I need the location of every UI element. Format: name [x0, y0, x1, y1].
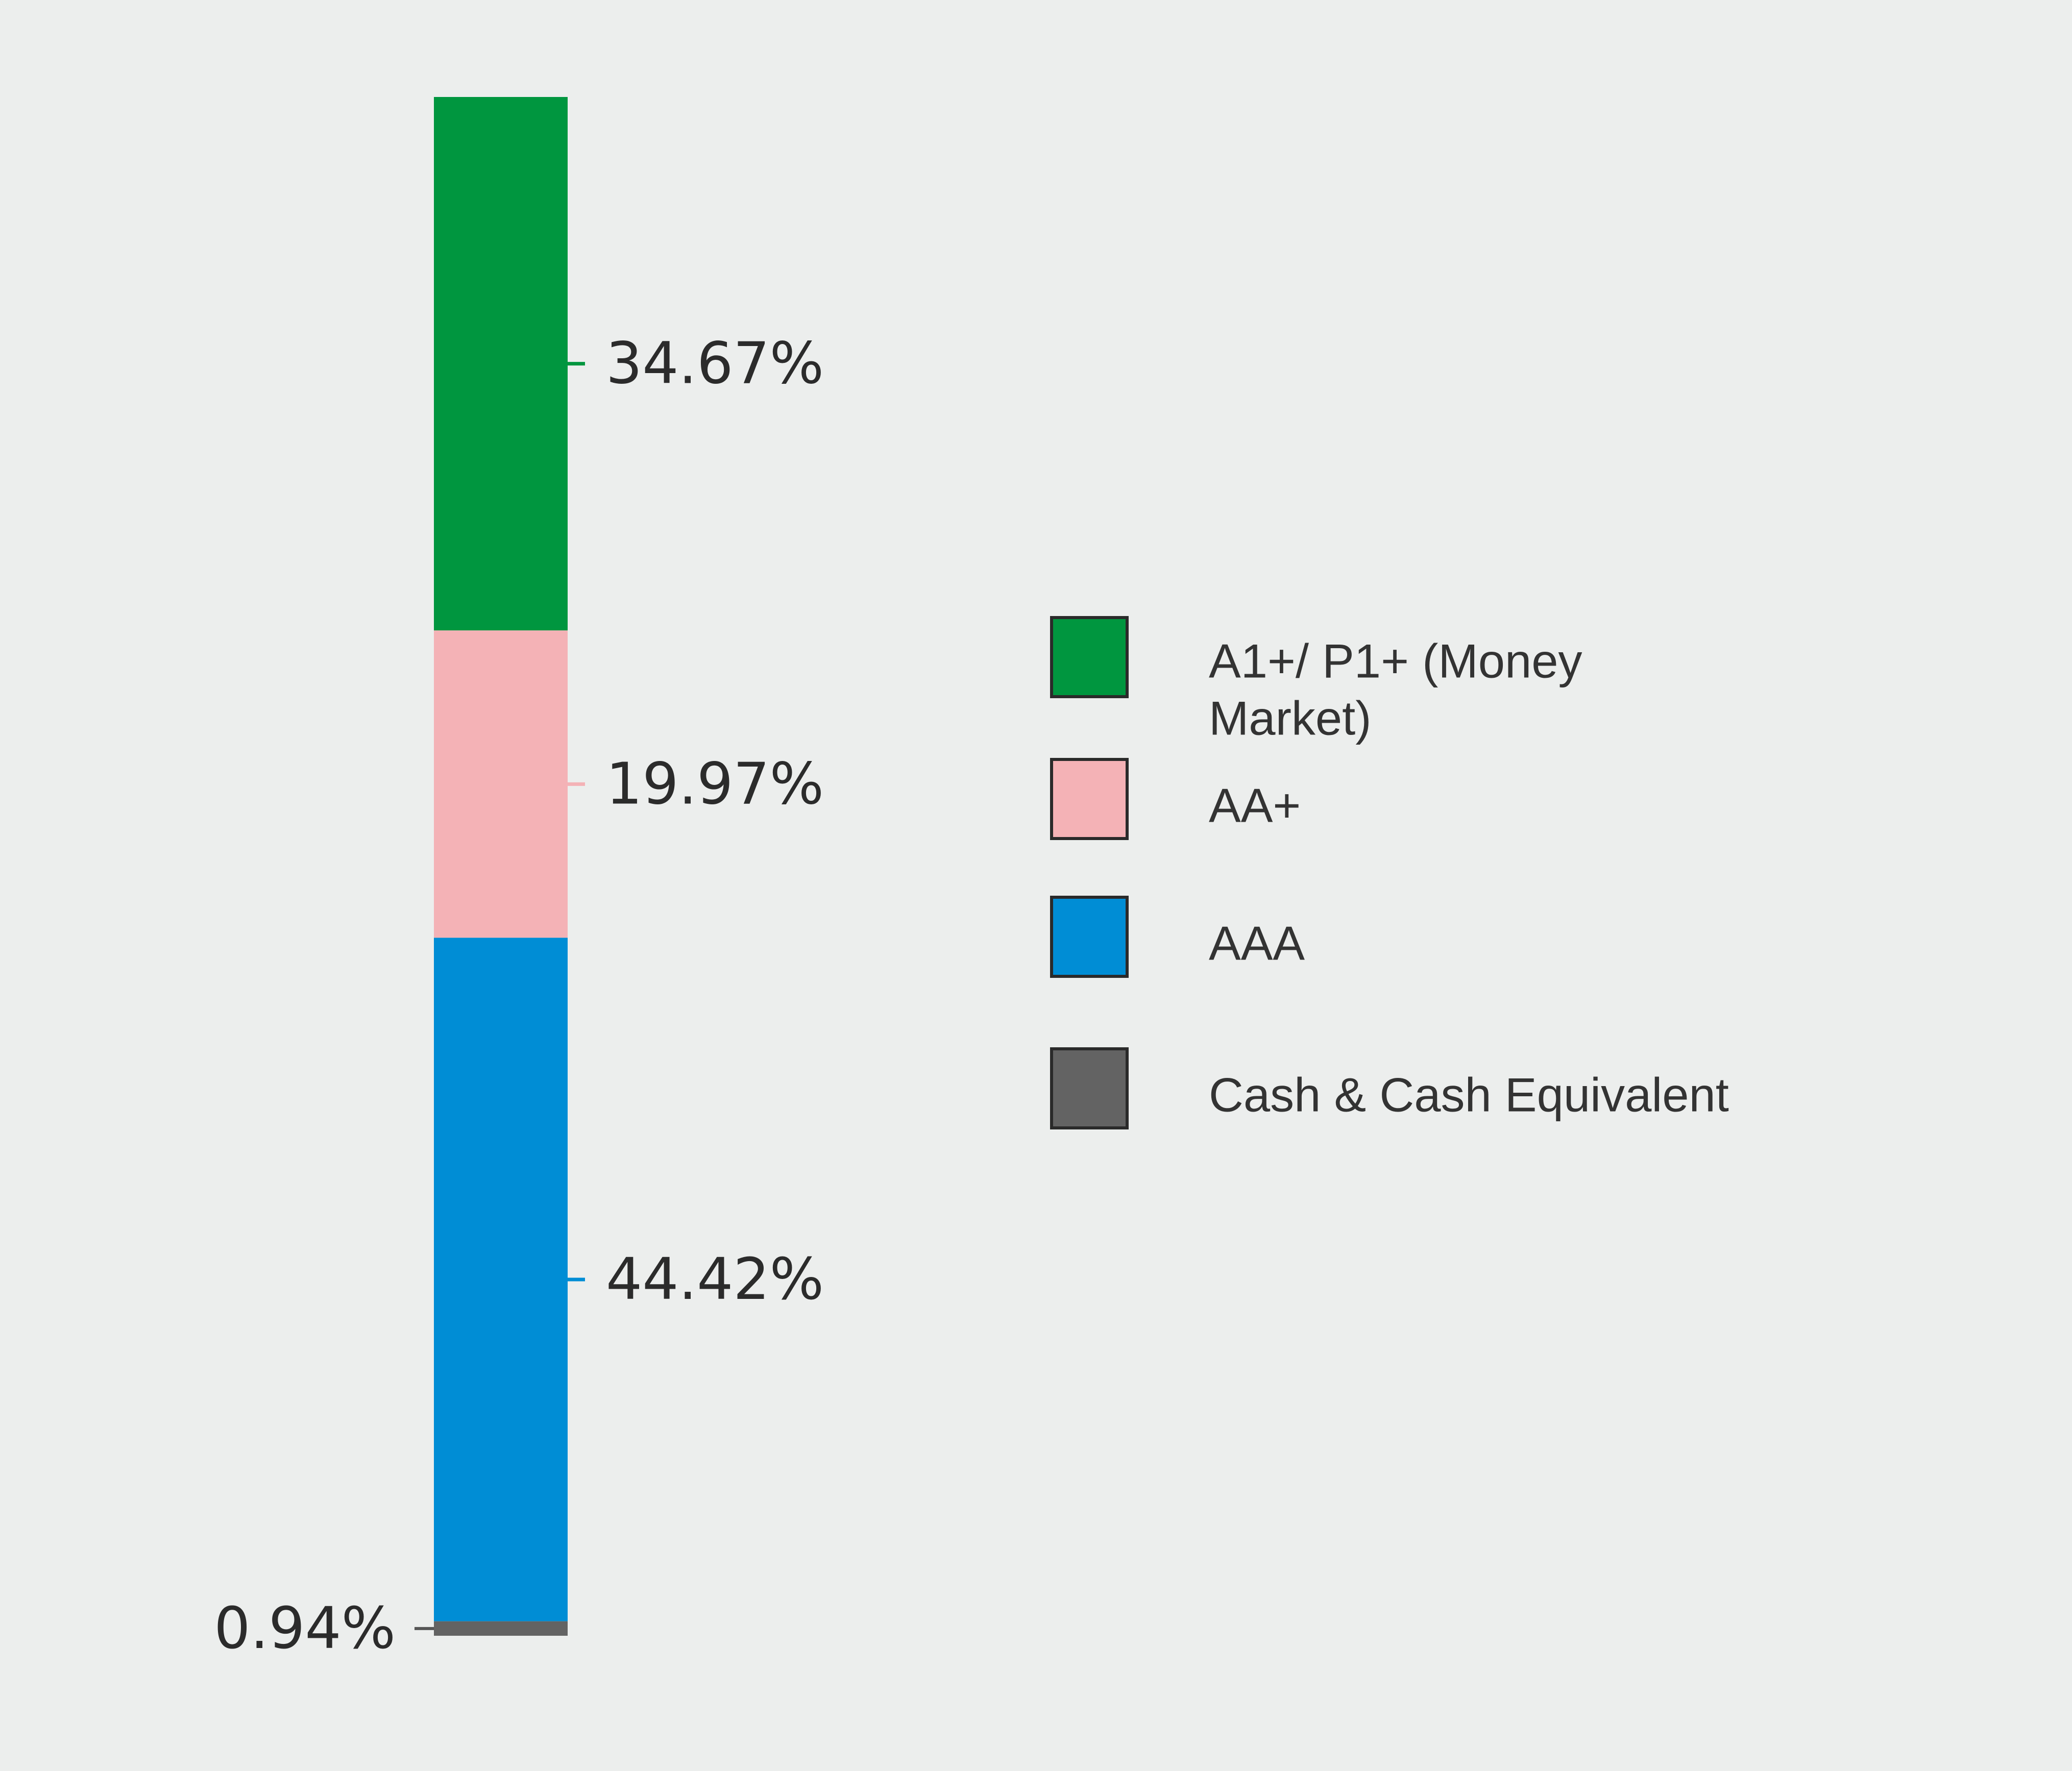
- data-labels: 34.67% 19.97% 44.42% 0.94%: [214, 331, 824, 1662]
- legend-swatch-aa: [1050, 758, 1129, 840]
- bar-segment-aaa: [434, 938, 568, 1621]
- legend-label-aaa: AAA: [1209, 917, 1305, 970]
- data-label-cash-cash-equivalent: 0.94%: [214, 1595, 396, 1662]
- bar-segment-aa: [434, 630, 568, 938]
- legend-label-a1-p1-money-market-line-2: Market): [1209, 692, 1372, 745]
- bar-segment-cash-cash-equivalent: [434, 1621, 568, 1636]
- data-label-a1-p1-money-market: 34.67%: [606, 331, 824, 397]
- legend-label-aa: AA+: [1209, 779, 1301, 832]
- legend-swatch-a1-p1-money-market: [1050, 616, 1129, 698]
- legend-swatch-aaa: [1050, 896, 1129, 978]
- bar-segment-a1-p1-money-market: [434, 97, 568, 631]
- legend-swatch-cash-cash-equivalent: [1050, 1047, 1129, 1129]
- stacked-bar: [434, 97, 568, 1636]
- legend-label-a1-p1-money-market-line-1: A1+/ P1+ (Money: [1209, 634, 1582, 688]
- data-label-aaa: 44.42%: [606, 1246, 824, 1313]
- data-label-aa: 19.97%: [606, 751, 824, 817]
- legend-label-cash-cash-equivalent: Cash & Cash Equivalent: [1209, 1068, 1729, 1122]
